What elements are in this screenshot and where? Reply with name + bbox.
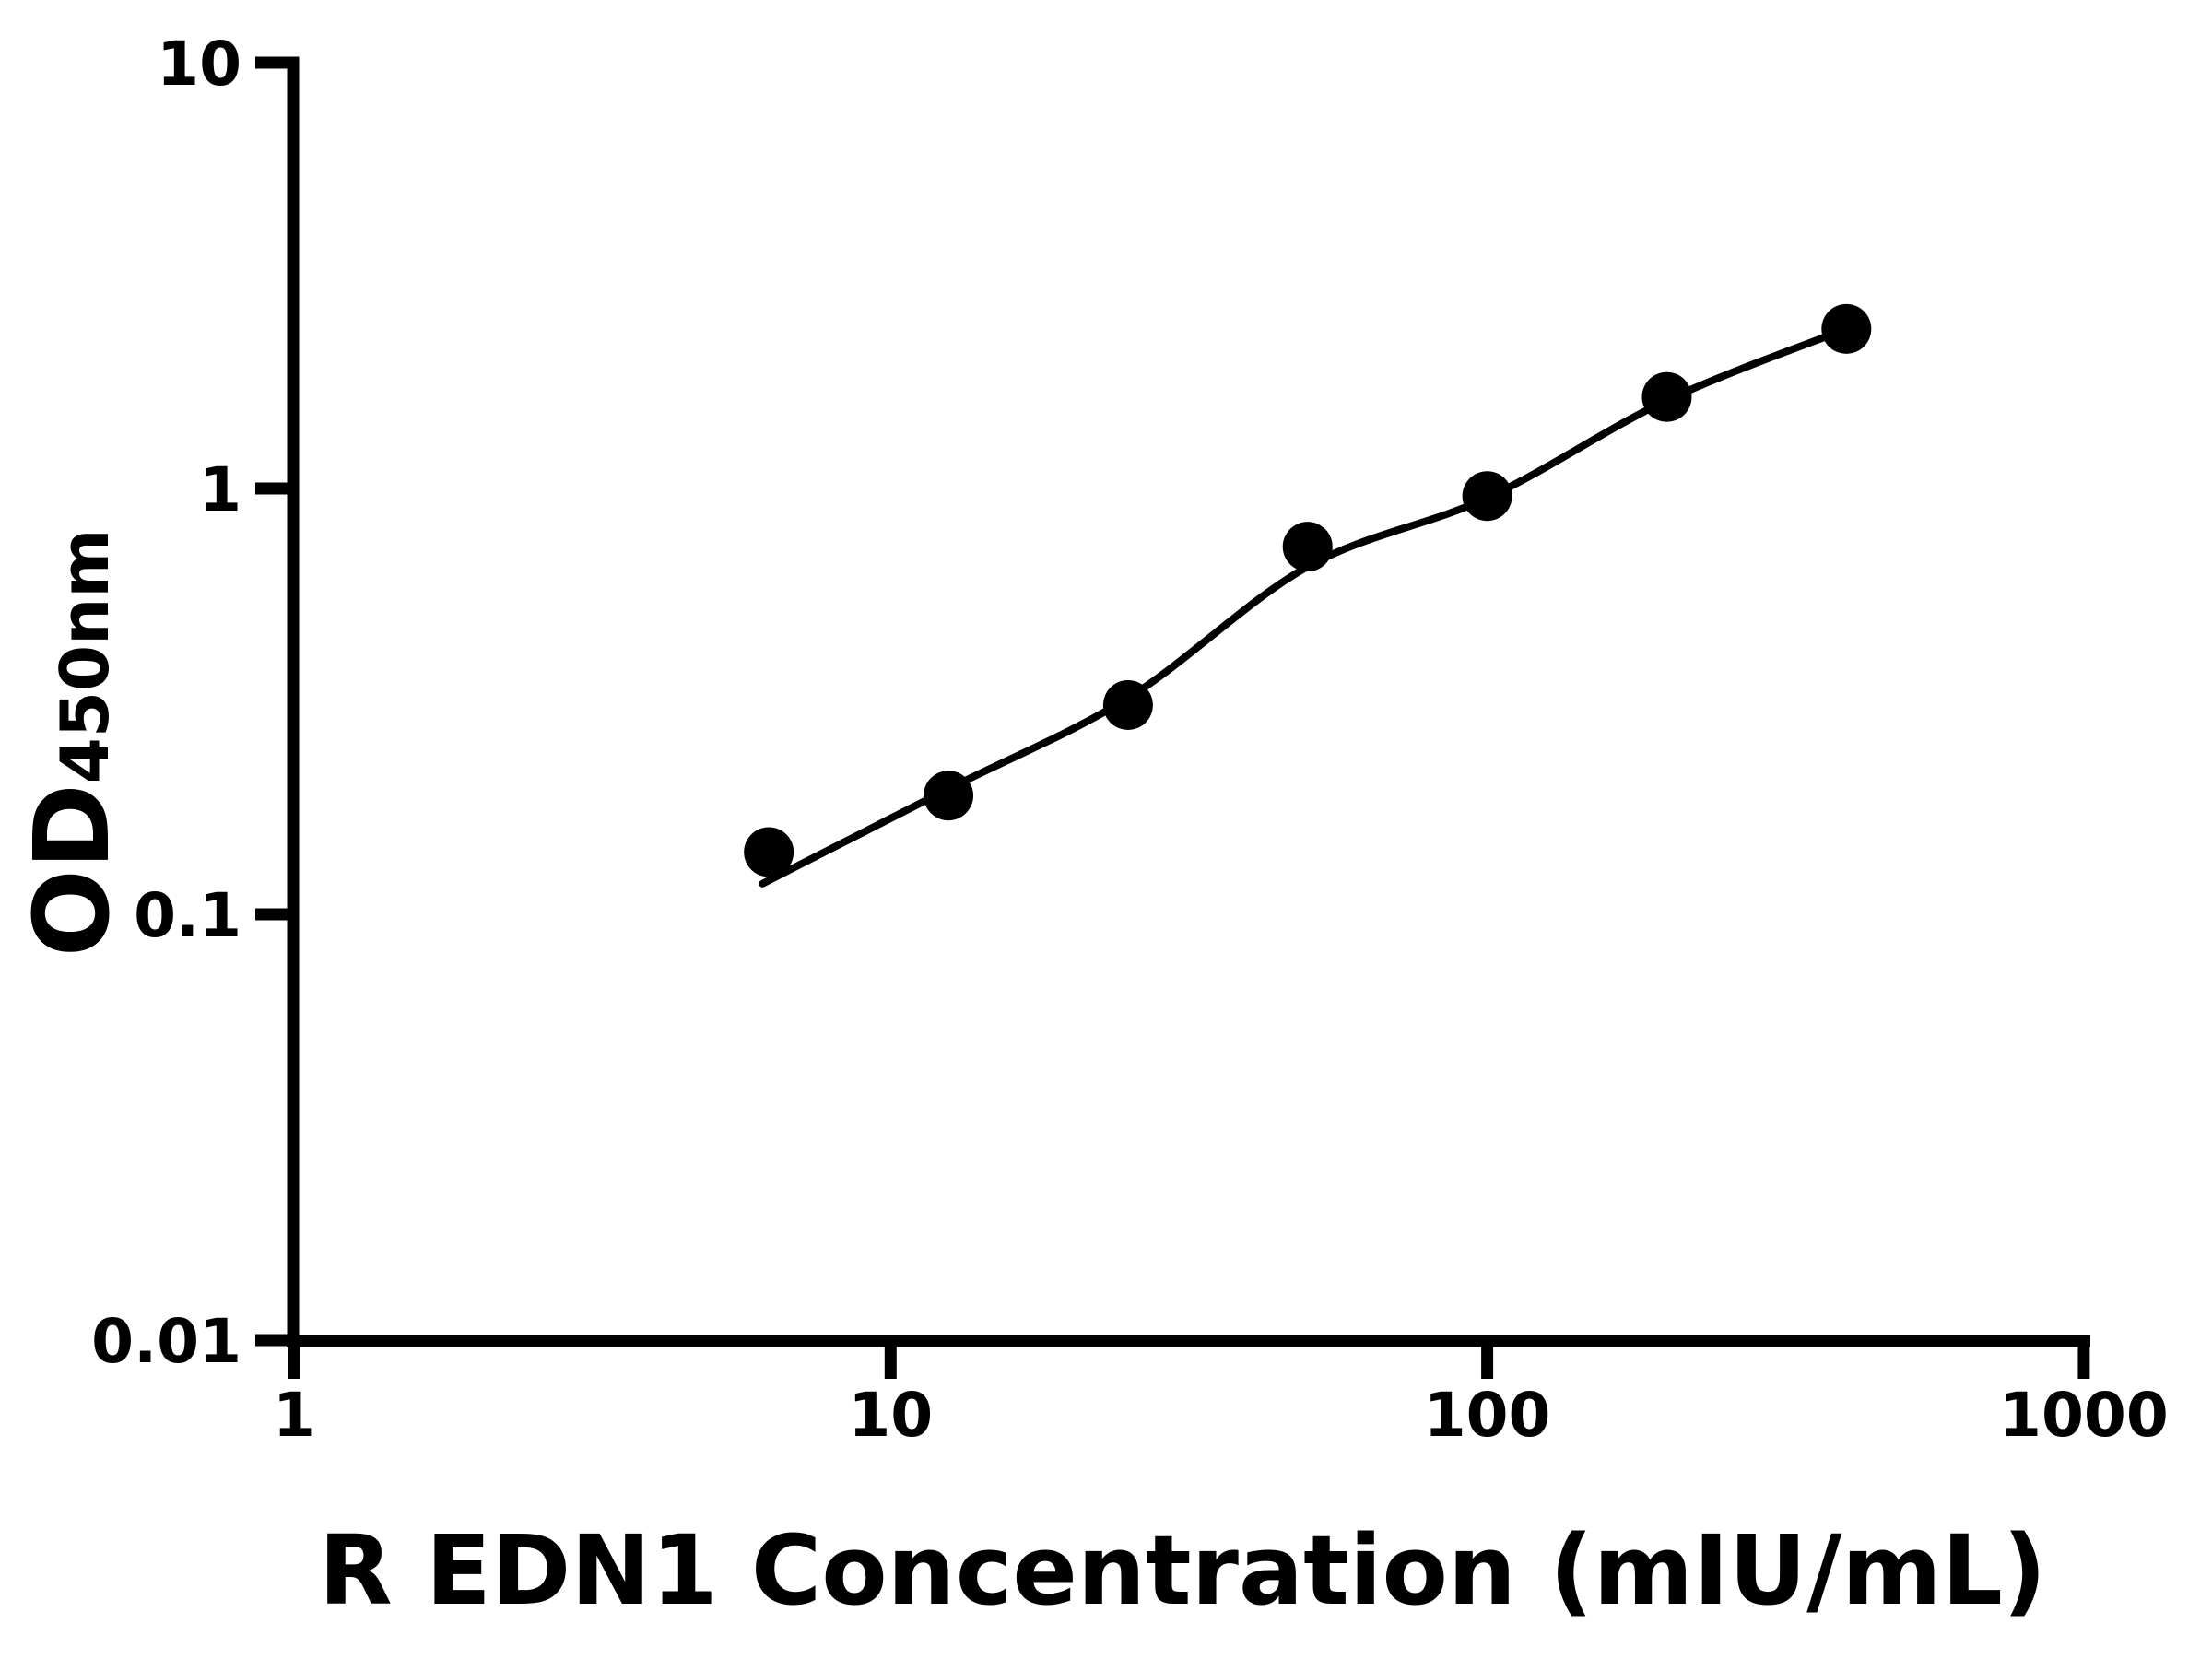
x-tick-label: 10 [848,1380,933,1451]
data-point [1821,303,1872,354]
y-axis-title-subscript: 450nm [46,528,124,784]
data-point [1282,522,1333,572]
y-tick-label: 0.01 [91,1306,241,1377]
y-tick-label: 10 [157,29,241,100]
data-point [924,771,974,821]
y-tick-label: 1 [199,454,241,525]
data-point [1102,679,1153,730]
data-point [744,827,794,877]
x-axis-title: R EDN1 Concentration (mIU/mL) [318,1514,2047,1627]
x-tick-label: 1 [273,1380,315,1451]
x-tick-label: 1000 [1999,1380,2169,1451]
data-point [1462,471,1512,522]
y-tick-label: 0.1 [134,880,241,951]
data-point [1641,371,1692,422]
y-axis-title: OD450nm [13,528,133,958]
x-tick-label: 100 [1424,1380,1551,1451]
y-axis-title-main: OD [13,783,133,958]
